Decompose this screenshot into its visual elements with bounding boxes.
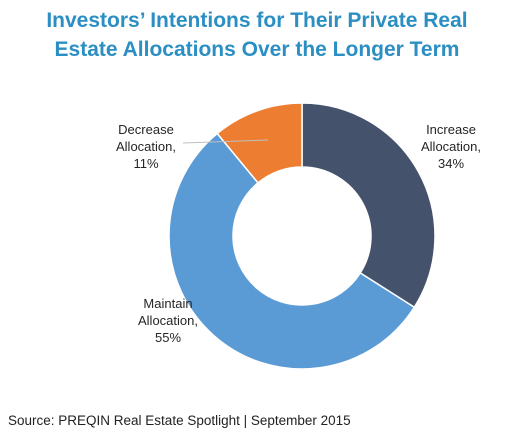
- slice-label-line: 34%: [438, 156, 464, 171]
- slice-label-2: Maintain Allocation, 55%: [138, 296, 198, 345]
- donut-slice-2: [168, 132, 416, 370]
- slice-label-line: 55%: [155, 330, 181, 345]
- source-note: Source: PREQIN Real Estate Spotlight | S…: [8, 413, 351, 428]
- slice-label-line: Decrease: [118, 122, 174, 137]
- chart-title: Investors’ Intentions for Their Private …: [46, 9, 468, 61]
- decrease-leader-line: [182, 139, 269, 144]
- slice-label-3: Decrease Allocation, 11%: [116, 122, 176, 171]
- slice-label-line: Allocation,: [138, 313, 198, 328]
- slice-label-line: 11%: [133, 156, 158, 171]
- slice-label-line: Allocation,: [421, 139, 481, 154]
- slice-label-line: Allocation,: [116, 139, 176, 154]
- slice-label-1: Increase Allocation, 34%: [421, 122, 481, 171]
- slice-label-line: Maintain: [143, 296, 192, 311]
- donut-slice-3: [216, 102, 303, 184]
- donut-slice-1: [301, 102, 436, 309]
- slice-label-line: Increase: [426, 122, 476, 137]
